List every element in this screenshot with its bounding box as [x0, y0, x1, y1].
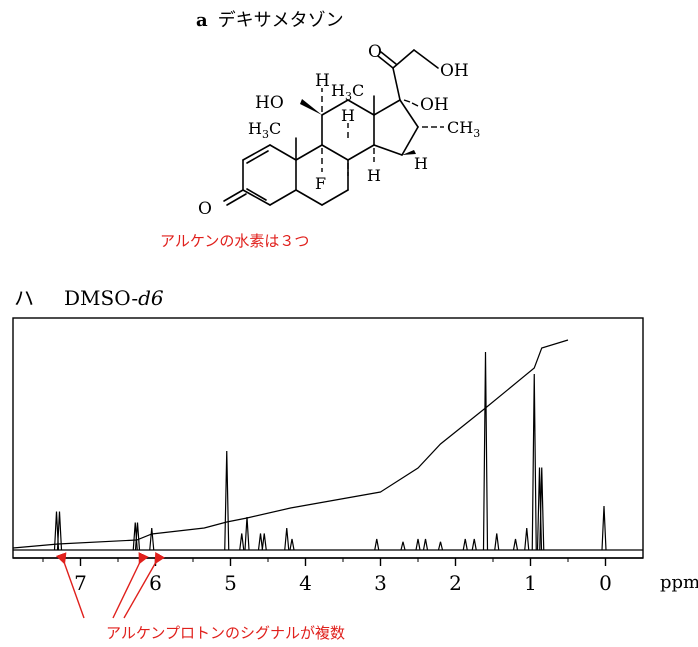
spectrum-peak: [437, 541, 444, 551]
arrow-7-3-ppm: [55, 552, 85, 619]
atom-ketone-o: O: [198, 199, 212, 219]
spectrum-peak: [512, 538, 519, 551]
panel-c-title: ハ DMSO-d6: [14, 282, 164, 311]
panel-a-title: a デキサメタゾン: [196, 6, 344, 32]
spectrum-peak: [524, 527, 530, 551]
atom-h-14: H: [367, 166, 381, 185]
x-tick-label: 6: [149, 571, 162, 595]
spectrum-peak: [531, 373, 537, 551]
spectrum-peak: [400, 541, 406, 551]
spectrum-peak: [289, 538, 295, 551]
x-tick-label: 1: [524, 571, 537, 595]
spectrum-peak: [257, 533, 264, 551]
x-tick-label: 2: [449, 571, 462, 595]
spectrum-peak: [261, 533, 267, 551]
atom-h3c-19: H3C: [248, 119, 281, 141]
spectrum-peak: [471, 538, 477, 551]
atom-ho-11: HO: [255, 93, 284, 113]
atom-oh-top: OH: [440, 61, 469, 81]
solvent-subscript: d6: [138, 286, 164, 310]
spectrum-peak: [601, 505, 607, 551]
spectrum-peak: [415, 538, 421, 551]
atom-h-16: H: [414, 154, 428, 173]
arrow-6-05-ppm: [123, 551, 166, 619]
arrow-6-25-ppm: [112, 552, 149, 619]
spectrum-peak: [284, 527, 290, 551]
spectrum-peak: [149, 527, 155, 551]
spectrum-frame: [12, 317, 644, 559]
spectrum-peak: [134, 522, 141, 551]
atom-h-8: H: [341, 106, 355, 125]
panel-a-letter: a: [196, 10, 208, 31]
spectrum-peak: [244, 516, 250, 551]
spectrum-peak: [239, 533, 245, 551]
x-tick-label: 0: [599, 571, 612, 595]
spectrum-peak: [374, 538, 380, 551]
panel-c-label: ハ: [14, 286, 34, 310]
spectrum-peak: [539, 467, 545, 551]
atom-ch3-16: CH3: [447, 118, 480, 140]
dexamethasone-structure: O O OH OH HO H H3C H3C CH3 H H H F: [198, 42, 480, 219]
spectrum-peak: [56, 511, 63, 551]
atom-h-11: H: [315, 71, 330, 91]
compound-name: デキサメタゾン: [217, 10, 344, 31]
x-tick-label: 4: [299, 571, 312, 595]
solvent-label: DMSO-: [64, 286, 139, 310]
atom-oh-17: OH: [420, 95, 449, 115]
alkene-hydrogen-note: アルケンの水素は３つ: [160, 232, 310, 250]
spectrum-peak: [422, 538, 429, 551]
x-tick-label: 7: [74, 571, 87, 595]
spectrum-peak: [462, 538, 468, 551]
spectrum-peak: [224, 450, 230, 551]
alkene-signal-note: アルケンプロトンのシグナルが複数: [106, 624, 345, 642]
atom-h3c-18: H3C: [331, 81, 364, 103]
atom-f-9: F: [315, 174, 326, 193]
x-tick-label: 5: [224, 571, 237, 595]
integral-curve: [12, 339, 569, 549]
atom-side-o: O: [368, 42, 382, 62]
x-axis-label: ppm: [660, 572, 698, 593]
x-tick-label: 3: [374, 571, 387, 595]
spectrum-peak: [482, 351, 489, 551]
spectrum-peak: [494, 533, 500, 551]
